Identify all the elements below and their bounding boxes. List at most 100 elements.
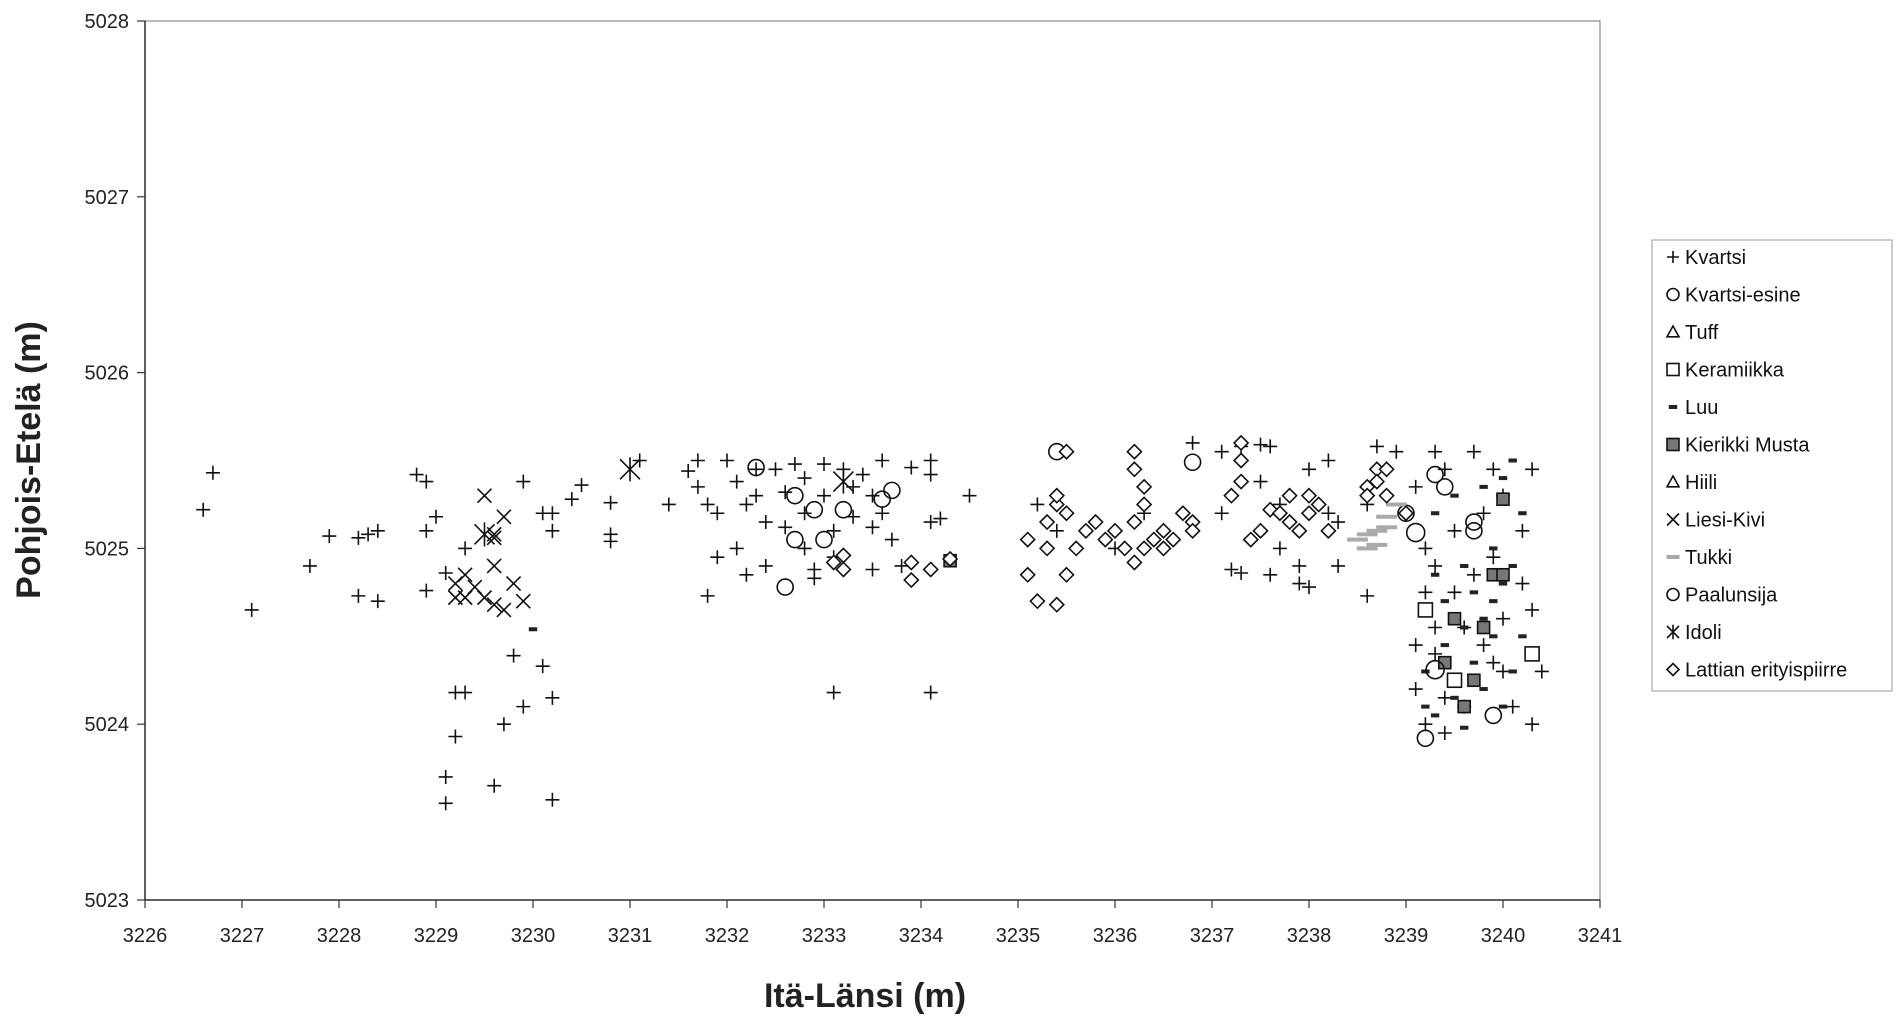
- legend-marker-liesi-kivi: [1666, 512, 1680, 527]
- point-kvartsi: [438, 796, 453, 811]
- point-kvartsi: [1331, 558, 1346, 573]
- point-kvartsi: [1272, 541, 1287, 556]
- x-tick-label: 3240: [1481, 925, 1526, 947]
- y-tick-label: 5023: [85, 890, 130, 912]
- point-lattian-erityispiirre: [903, 554, 920, 571]
- point-lattian-erityispiirre: [1232, 434, 1250, 452]
- x-tick-label: 3230: [511, 925, 556, 947]
- point-lattian-erityispiirre: [1048, 596, 1065, 613]
- x-tick-label: 3241: [1578, 925, 1623, 947]
- point-luu: [528, 627, 538, 632]
- point-kvartsi: [1486, 462, 1501, 477]
- point-kvartsi: [458, 541, 473, 556]
- point-kvartsi: [1185, 435, 1200, 450]
- point-lattian-erityispiirre: [1165, 531, 1182, 548]
- x-axis-ticks: 3226 3227 3228 3229 3230 3231 3232 3233 3234 3235…: [123, 900, 1623, 947]
- point-kvartsi: [419, 523, 434, 538]
- point-lattian-erityispiirre: [922, 561, 939, 578]
- legend-items: Kvartsi Kvartsi-esine Tuff Keramiikka Luu Kie…: [1665, 247, 1847, 682]
- point-kvartsi: [545, 792, 560, 807]
- point-liesi-kivi: [457, 567, 473, 583]
- point-kvartsi: [1408, 638, 1423, 653]
- point-kvartsi: [1369, 439, 1384, 454]
- point-kierikki-musta: [1467, 673, 1481, 688]
- point-kvartsi-esine: [786, 530, 804, 549]
- point-kvartsi: [496, 717, 511, 732]
- point-kvartsi: [1389, 444, 1404, 459]
- x-tick-label: 3226: [123, 925, 168, 947]
- point-kvartsi: [1408, 682, 1423, 697]
- legend-label-hiili: Hiili: [1685, 472, 1717, 494]
- y-tick-label: 5025: [85, 538, 130, 560]
- point-luu: [1489, 634, 1498, 639]
- legend-label-keramiikka: Keramiikka: [1685, 360, 1785, 382]
- point-kvartsi-esine: [1436, 478, 1454, 496]
- legend-marker-idoli: [1666, 624, 1680, 640]
- point-lattian-erityispiirre: [1019, 531, 1036, 548]
- point-kvartsi-esine: [883, 481, 901, 500]
- point-kvartsi: [778, 520, 793, 535]
- point-kvartsi: [1292, 576, 1307, 591]
- point-lattian-erityispiirre: [1271, 505, 1289, 522]
- point-lattian-erityispiirre: [1126, 554, 1143, 571]
- point-lattian-erityispiirre: [1145, 531, 1162, 548]
- point-lattian-erityispiirre: [1097, 531, 1114, 548]
- point-kvartsi: [778, 485, 793, 500]
- point-kvartsi: [1263, 567, 1278, 582]
- point-lattian-erityispiirre: [1087, 513, 1104, 531]
- point-kvartsi: [438, 566, 453, 581]
- point-kvartsi: [875, 453, 890, 468]
- legend-label-kvartsi-esine: Kvartsi-esine: [1685, 285, 1801, 307]
- point-luu: [1508, 563, 1517, 568]
- point-kvartsi: [1418, 585, 1433, 600]
- point-kvartsi: [1331, 515, 1346, 530]
- point-kvartsi: [1418, 717, 1433, 732]
- point-luu: [1460, 563, 1469, 568]
- point-kvartsi: [817, 457, 831, 472]
- point-kvartsi-esine: [1484, 706, 1503, 725]
- point-kvartsi: [894, 558, 909, 573]
- point-kvartsi: [758, 515, 773, 530]
- point-kvartsi: [1437, 690, 1452, 705]
- x-tick-label: 3235: [996, 925, 1041, 947]
- point-liesi-kivi: [486, 597, 502, 613]
- point-kvartsi: [875, 506, 890, 521]
- point-lattian-erityispiirre: [1077, 522, 1095, 539]
- point-kvartsi: [720, 453, 734, 468]
- point-kvartsi: [516, 699, 531, 714]
- point-kvartsi-esine: [1426, 465, 1444, 484]
- point-kvartsi: [370, 523, 385, 538]
- point-kvartsi: [438, 769, 453, 784]
- point-kvartsi: [1486, 550, 1501, 565]
- x-tick-label: 3228: [317, 925, 362, 947]
- point-kvartsi: [205, 465, 220, 480]
- point-tukki: [1356, 546, 1378, 551]
- point-kvartsi: [1214, 506, 1229, 521]
- point-kvartsi: [1476, 638, 1491, 653]
- y-axis-ticks: 5023 5024 5025 5026 5027 5028: [85, 11, 145, 912]
- point-idoli: [619, 457, 641, 482]
- point-liesi-kivi: [476, 488, 493, 504]
- point-lattian-erityispiirre: [941, 550, 959, 568]
- point-luu: [1460, 625, 1469, 630]
- point-kvartsi: [923, 685, 938, 700]
- point-kvartsi: [1428, 444, 1443, 459]
- point-tukki: [1376, 514, 1397, 519]
- point-kvartsi: [429, 509, 443, 524]
- legend-box: [1651, 239, 1893, 692]
- point-tukki: [1347, 537, 1368, 542]
- point-kierikki-musta: [1496, 567, 1510, 582]
- point-luu: [1498, 704, 1508, 709]
- point-kvartsi: [302, 558, 317, 573]
- point-liesi-kivi: [486, 558, 502, 574]
- point-kvartsi-esine: [834, 500, 853, 519]
- x-tick-label: 3236: [1093, 925, 1138, 947]
- x-tick-label: 3227: [220, 925, 265, 947]
- point-luu: [1440, 599, 1449, 604]
- point-kvartsi: [1408, 479, 1423, 494]
- x-tick-label: 3232: [705, 925, 750, 947]
- point-kvartsi: [817, 488, 831, 503]
- point-kvartsi: [749, 462, 764, 477]
- point-kvartsi: [1428, 558, 1443, 573]
